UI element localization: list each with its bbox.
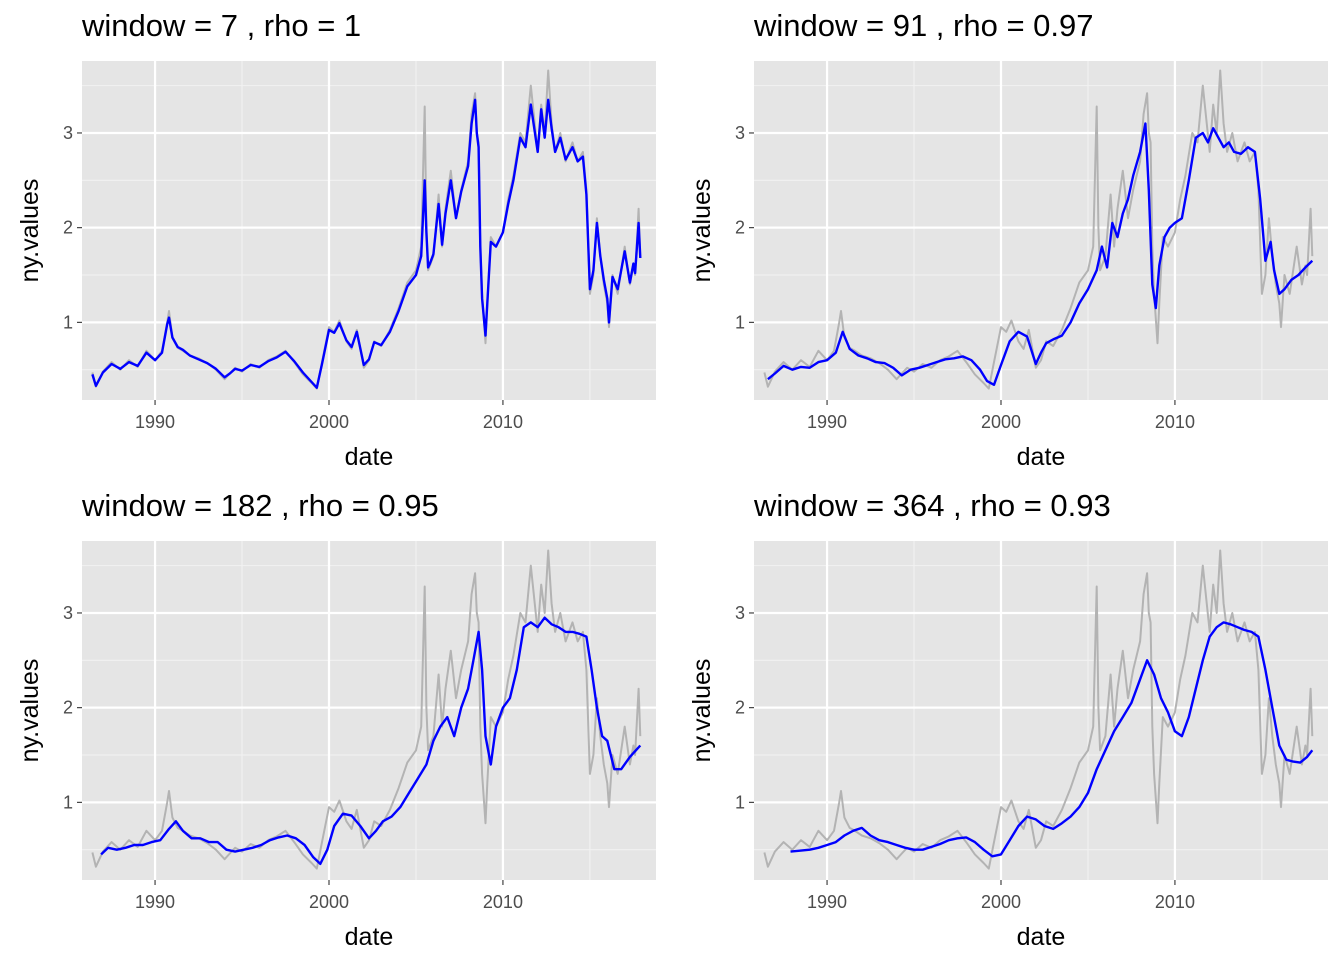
- series-line-smoothed: [767, 122, 1314, 386]
- y-tick-label: 1: [735, 312, 745, 332]
- y-tick-label: 3: [63, 603, 73, 623]
- series-line-smoothed: [790, 621, 1314, 858]
- x-tick-label: 1990: [135, 412, 175, 432]
- chart-panel-window-7: window = 7 , rho = 1 1 2 3 1990 2000 2010 date…: [0, 0, 672, 480]
- x-tick-label: 1990: [807, 412, 847, 432]
- x-tick-label: 2010: [1155, 892, 1195, 912]
- y-tick-label: 3: [735, 603, 745, 623]
- x-axis-title: date: [1017, 443, 1066, 471]
- chart-svg: 1 2 3 1990 2000 2010 date ny.values: [688, 61, 1328, 471]
- plot-background: [754, 61, 1328, 400]
- chart-title: window = 364 , rho = 0.93: [754, 488, 1111, 523]
- chart-svg: 1 2 3 1990 2000 2010 date ny.values: [16, 61, 656, 471]
- chart-title: window = 7 , rho = 1: [82, 8, 362, 43]
- plot-background: [82, 61, 656, 400]
- y-axis-title: ny.values: [688, 659, 716, 763]
- y-tick-label: 1: [63, 312, 73, 332]
- y-tick-label: 1: [735, 792, 745, 812]
- y-axis-title: ny.values: [688, 179, 716, 283]
- chart-title: window = 91 , rho = 0.97: [754, 8, 1094, 43]
- x-tick-label: 2000: [309, 412, 349, 432]
- series-line-raw: [763, 549, 1314, 870]
- y-tick-label: 2: [735, 218, 745, 238]
- y-axis-title: ny.values: [16, 659, 44, 763]
- x-tick-label: 2000: [981, 412, 1021, 432]
- x-tick-label: 2010: [483, 892, 523, 912]
- y-tick-label: 3: [735, 123, 745, 143]
- chart-panel-window-182: window = 182 , rho = 0.95 1 2 3 1990 2000 201…: [0, 480, 672, 960]
- chart-svg: 1 2 3 1990 2000 2010 date ny.values: [16, 541, 656, 951]
- x-tick-label: 1990: [135, 892, 175, 912]
- series-line-smoothed: [100, 616, 642, 866]
- y-tick-label: 2: [63, 698, 73, 718]
- y-tick-label: 2: [63, 218, 73, 238]
- plot-background: [754, 541, 1328, 880]
- chart-panel-window-364: window = 364 , rho = 0.93 1 2 3 1990 2000 201…: [672, 480, 1344, 960]
- y-axis-title: ny.values: [16, 179, 44, 283]
- chart-title: window = 182 , rho = 0.95: [82, 488, 439, 523]
- x-tick-label: 2000: [309, 892, 349, 912]
- y-tick-label: 1: [63, 792, 73, 812]
- x-tick-label: 2000: [981, 892, 1021, 912]
- series-line-smoothed: [91, 98, 642, 389]
- x-tick-label: 1990: [807, 892, 847, 912]
- x-tick-label: 2010: [483, 412, 523, 432]
- x-axis-title: date: [1017, 923, 1066, 951]
- x-axis-title: date: [345, 923, 394, 951]
- y-tick-label: 3: [63, 123, 73, 143]
- chart-svg: 1 2 3 1990 2000 2010 date ny.values: [688, 541, 1328, 951]
- chart-panel-window-91: window = 91 , rho = 0.97 1 2 3 1990 2000 2010…: [672, 0, 1344, 480]
- x-tick-label: 2010: [1155, 412, 1195, 432]
- y-tick-label: 2: [735, 698, 745, 718]
- x-axis-title: date: [345, 443, 394, 471]
- series-line-raw: [91, 549, 642, 870]
